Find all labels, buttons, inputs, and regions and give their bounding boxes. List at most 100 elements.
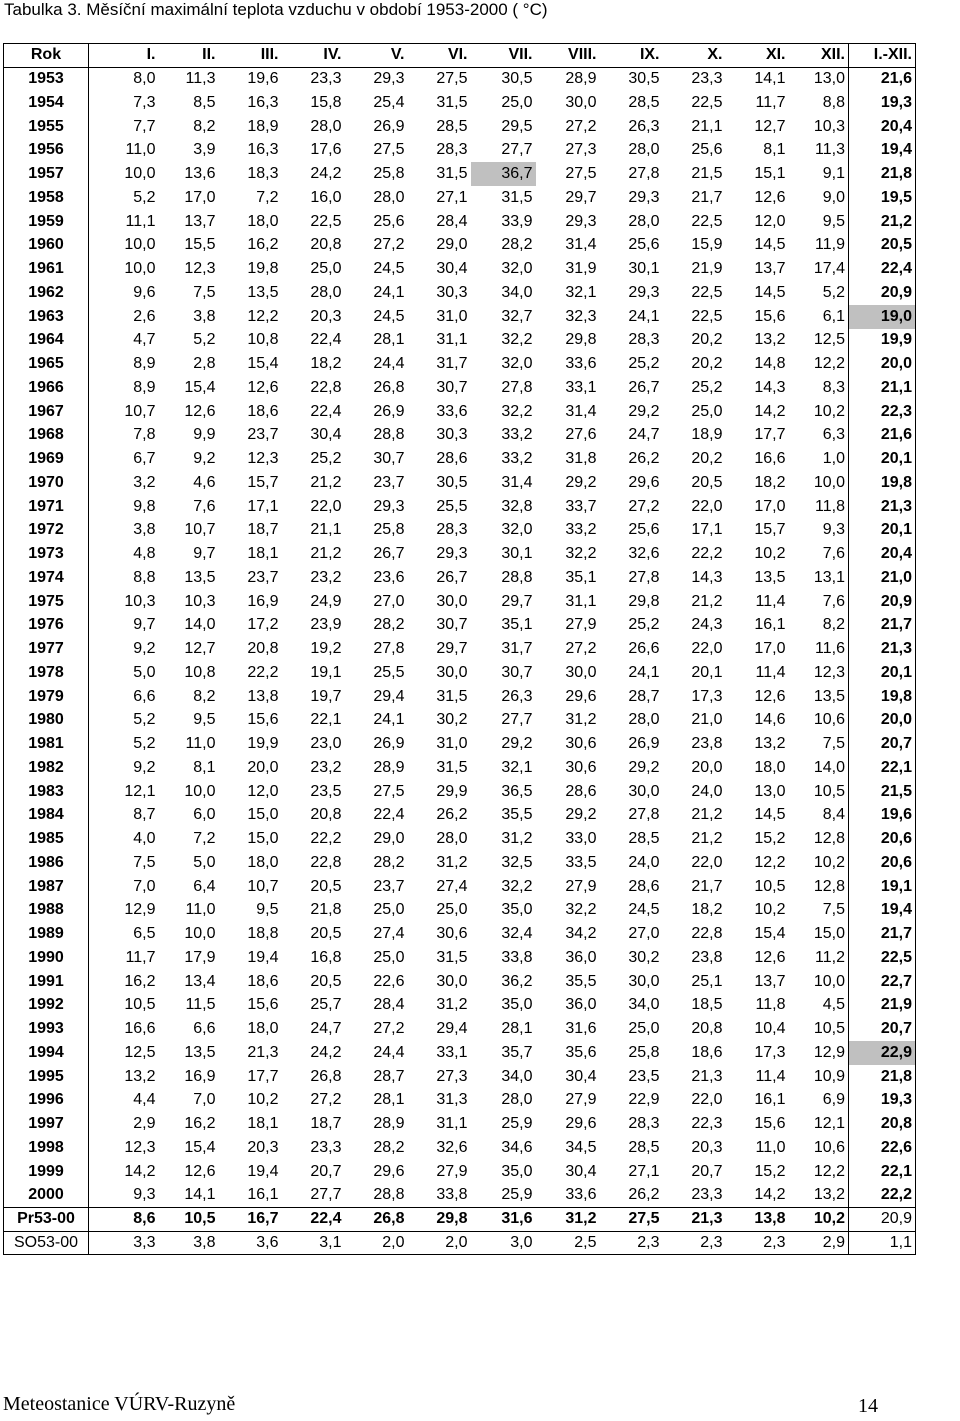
year-cell: 1964 bbox=[3, 328, 89, 353]
value-cell: 27,4 bbox=[373, 925, 405, 943]
value-cell: 2,6 bbox=[133, 307, 156, 325]
value-cell: 23,6 bbox=[373, 568, 405, 586]
value-cell: 14,3 bbox=[754, 378, 786, 396]
value-cell: 12,5 bbox=[124, 1043, 156, 1061]
std-dev-row: SO53-00 3,3 3,8 3,6 3,1 2,0 2,0 3,0 2,5 2,3 2,3 2,3… bbox=[3, 1230, 916, 1256]
year-cell: 1969 bbox=[3, 447, 89, 471]
value-cell: 23,7 bbox=[373, 473, 405, 491]
value-cell: 23,8 bbox=[691, 735, 723, 753]
table-row: 1988 12,9 11,0 9,5 21,8 25,0 25,0 35,0 32,2 24,5 1… bbox=[3, 898, 916, 923]
value-cell: 12,1 bbox=[813, 1115, 845, 1133]
annual-value-cell: 19,3 bbox=[848, 1088, 916, 1113]
value-cell: 22,8 bbox=[691, 925, 723, 943]
value-cell: 32,0 bbox=[501, 521, 533, 539]
column-header-year: Rok bbox=[3, 43, 89, 68]
value-cell: 29,7 bbox=[501, 592, 533, 610]
value-cell: 10,7 bbox=[247, 877, 279, 895]
value-cell: 18,9 bbox=[691, 426, 723, 444]
value-cell: 31,5 bbox=[501, 188, 533, 206]
value-cell: 8,9 bbox=[133, 378, 156, 396]
value-cell: 30,5 bbox=[436, 473, 468, 491]
value-cell: 22,2 bbox=[691, 545, 723, 563]
table-row: 1957 10,0 13,6 18,3 24,2 25,8 31,5 36,7 27,5 27,8… bbox=[3, 162, 916, 186]
value-cell: 6,6 bbox=[193, 1020, 216, 1038]
table-row: 1955 7,7 8,2 18,9 28,0 26,9 28,5 29,5 27,2 26,3 21… bbox=[3, 114, 916, 139]
table-row: 1977 9,2 12,7 20,8 19,2 27,8 29,7 31,7 27,2 26,6 2… bbox=[3, 637, 916, 661]
summary-value-cell: 2,9 bbox=[788, 1230, 849, 1256]
value-cell: 20,3 bbox=[310, 307, 342, 325]
value-cell: 35,1 bbox=[565, 568, 597, 586]
value-cell: 36,2 bbox=[501, 972, 533, 990]
value-cell: 22,1 bbox=[310, 711, 342, 729]
value-cell: 8,8 bbox=[133, 568, 156, 586]
column-header-month: VII. bbox=[470, 43, 536, 68]
value-cell: 33,6 bbox=[436, 402, 468, 420]
value-cell: 25,8 bbox=[373, 521, 405, 539]
value-cell: 10,0 bbox=[813, 972, 845, 990]
value-cell: 15,0 bbox=[247, 830, 279, 848]
value-cell: 3,2 bbox=[133, 473, 156, 491]
value-cell: 25,8 bbox=[373, 165, 405, 183]
value-cell: 26,2 bbox=[628, 450, 660, 468]
value-cell: 17,3 bbox=[754, 1043, 786, 1061]
value-cell: 29,7 bbox=[436, 640, 468, 658]
table-row: 1973 4,8 9,7 18,1 21,2 26,7 29,3 30,1 32,2 32,6 22… bbox=[3, 542, 916, 566]
value-cell: 16,1 bbox=[247, 1186, 279, 1204]
value-cell: 29,3 bbox=[373, 70, 405, 88]
table-row: 1969 6,7 9,2 12,3 25,2 30,7 28,6 33,2 31,8 26,2 20… bbox=[3, 447, 916, 471]
value-cell: 29,8 bbox=[628, 592, 660, 610]
column-header-month: XII. bbox=[788, 43, 849, 68]
value-cell: 32,7 bbox=[501, 307, 533, 325]
value-cell: 7,6 bbox=[193, 497, 216, 515]
value-cell: 10,5 bbox=[124, 996, 156, 1014]
column-header-month: X. bbox=[662, 43, 726, 68]
value-cell: 8,2 bbox=[822, 616, 845, 634]
value-cell: 14,5 bbox=[754, 806, 786, 824]
year-cell: 1975 bbox=[3, 589, 89, 614]
table-row: 1994 12,5 13,5 21,3 24,2 24,4 33,1 35,7 35,6 25,8… bbox=[3, 1041, 916, 1065]
value-cell: 12,6 bbox=[754, 948, 786, 966]
value-cell: 31,5 bbox=[436, 687, 468, 705]
value-cell: 25,2 bbox=[628, 616, 660, 634]
value-cell: 7,2 bbox=[193, 830, 216, 848]
value-cell: 27,0 bbox=[628, 925, 660, 943]
annual-value-cell: 19,3 bbox=[848, 91, 916, 115]
value-cell: 12,8 bbox=[813, 877, 845, 895]
value-cell: 8,9 bbox=[133, 355, 156, 373]
value-cell: 27,3 bbox=[565, 141, 597, 159]
value-cell: 9,0 bbox=[822, 188, 845, 206]
value-cell: 10,0 bbox=[124, 236, 156, 254]
table-row: 1993 16,6 6,6 18,0 24,7 27,2 29,4 28,1 31,6 25,0 2… bbox=[3, 1017, 916, 1041]
table-row: 1987 7,0 6,4 10,7 20,5 23,7 27,4 32,2 27,9 28,6 21… bbox=[3, 874, 916, 899]
station-name: Meteostanice VÚRV-Ruzyně bbox=[3, 1393, 236, 1415]
value-cell: 9,3 bbox=[133, 1186, 156, 1204]
column-header-month: III. bbox=[218, 43, 282, 68]
value-cell: 29,0 bbox=[436, 236, 468, 254]
value-cell: 28,1 bbox=[501, 1020, 533, 1038]
value-cell: 32,2 bbox=[501, 402, 533, 420]
value-cell: 1,0 bbox=[822, 450, 845, 468]
value-cell: 29,3 bbox=[565, 212, 597, 230]
value-cell: 28,8 bbox=[373, 1186, 405, 1204]
value-cell: 16,6 bbox=[754, 450, 786, 468]
value-cell: 28,0 bbox=[436, 830, 468, 848]
value-cell: 28,0 bbox=[310, 117, 342, 135]
value-cell: 13,7 bbox=[754, 260, 786, 278]
average-row: Pr53-00 8,6 10,5 16,7 22,4 26,8 29,8 31,6 31,2 27… bbox=[3, 1206, 916, 1232]
value-cell: 30,2 bbox=[628, 948, 660, 966]
value-cell: 17,1 bbox=[247, 497, 279, 515]
table-row: 1995 13,2 16,9 17,7 26,8 28,7 27,3 34,0 30,4 23,5… bbox=[3, 1064, 916, 1089]
value-cell: 29,0 bbox=[373, 830, 405, 848]
value-cell: 33,0 bbox=[565, 830, 597, 848]
summary-value-cell: 31,2 bbox=[535, 1206, 600, 1232]
value-cell: 12,6 bbox=[754, 188, 786, 206]
summary-label-cell: Pr53-00 bbox=[3, 1206, 89, 1232]
value-cell: 9,8 bbox=[133, 497, 156, 515]
value-cell: 30,0 bbox=[565, 663, 597, 681]
summary-value-cell: 10,5 bbox=[158, 1206, 219, 1232]
value-cell: 26,9 bbox=[373, 117, 405, 135]
value-cell: 12,1 bbox=[124, 782, 156, 800]
value-cell: 21,1 bbox=[691, 117, 723, 135]
value-cell: 10,5 bbox=[813, 782, 845, 800]
value-cell: 10,0 bbox=[184, 925, 216, 943]
